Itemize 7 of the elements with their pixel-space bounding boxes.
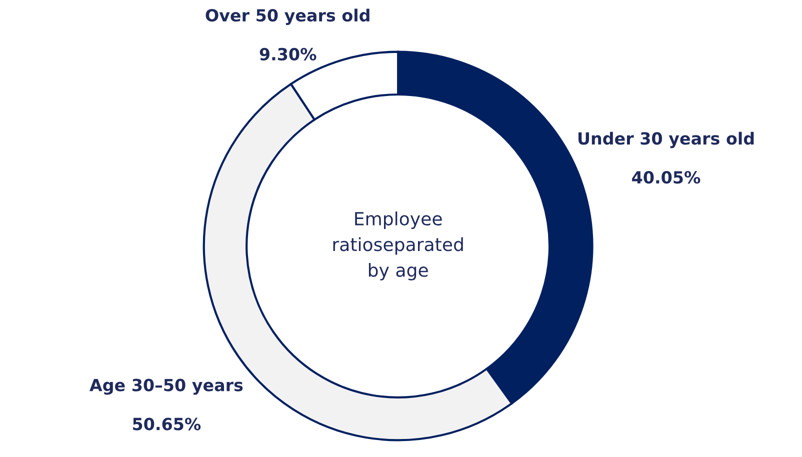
slice-label: Under 30 years old [578,132,754,148]
data-label: 9.30% [260,48,316,61]
data-label: 50.65% [133,418,201,430]
slice-label: Over 50 years old [206,8,370,25]
slice-label: Age 30–50 years [90,378,243,395]
data-label: 40.05% [632,171,700,184]
text: Employee ratioseparated by age [333,212,463,280]
